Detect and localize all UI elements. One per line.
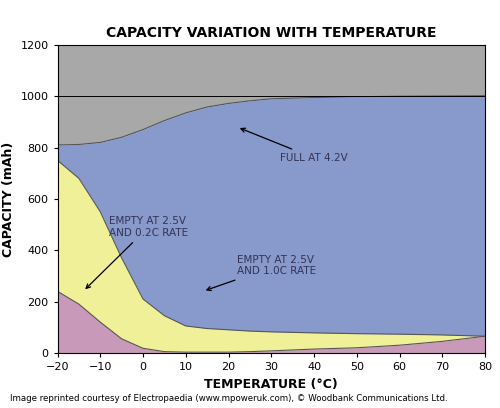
X-axis label: TEMPERATURE (°C): TEMPERATURE (°C) — [204, 377, 338, 390]
Text: EMPTY AT 2.5V
AND 0.2C RATE: EMPTY AT 2.5V AND 0.2C RATE — [86, 216, 188, 288]
Y-axis label: CAPACITY (mAh): CAPACITY (mAh) — [2, 141, 15, 257]
Text: FULL AT 4.2V: FULL AT 4.2V — [241, 128, 348, 163]
Text: Image reprinted courtesy of Electropaedia (www.mpoweruk.com), © Woodbank Communi: Image reprinted courtesy of Electropaedi… — [10, 394, 448, 403]
Title: CAPACITY VARIATION WITH TEMPERATURE: CAPACITY VARIATION WITH TEMPERATURE — [106, 26, 436, 40]
Text: EMPTY AT 2.5V
AND 1.0C RATE: EMPTY AT 2.5V AND 1.0C RATE — [207, 255, 316, 290]
